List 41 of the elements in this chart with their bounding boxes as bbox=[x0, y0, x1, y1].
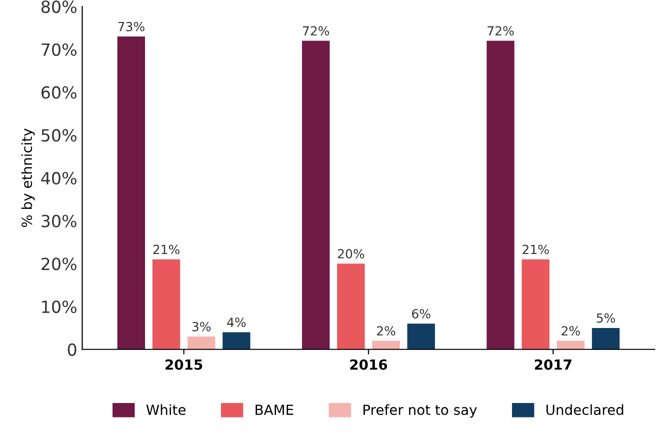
x-tick-label: 2016 bbox=[350, 359, 388, 370]
y-tick-label: 80% bbox=[41, 0, 76, 14]
y-tick-label: 30% bbox=[42, 214, 76, 228]
data-label: 72% bbox=[302, 26, 330, 36]
data-label: 2% bbox=[562, 326, 580, 336]
data-label: 4% bbox=[227, 318, 246, 328]
data-label: 20% bbox=[338, 249, 364, 258]
y-tick-label: 0 bbox=[68, 343, 76, 356]
bar bbox=[407, 324, 435, 350]
y-tick-label: 40% bbox=[41, 172, 76, 185]
legend-label: Prefer not to say bbox=[364, 404, 477, 418]
data-label: 5% bbox=[596, 313, 615, 323]
bar bbox=[486, 40, 514, 350]
y-tick-label: 20% bbox=[42, 258, 76, 270]
bar bbox=[117, 36, 146, 350]
y-tick-label: 60% bbox=[42, 86, 76, 99]
legend-label: White bbox=[146, 404, 186, 416]
data-label: 2% bbox=[377, 326, 396, 336]
bar bbox=[592, 328, 620, 350]
bar bbox=[556, 340, 585, 350]
data-label: 72% bbox=[488, 26, 514, 36]
bar bbox=[337, 264, 365, 350]
y-axis-title: % by ethnicity bbox=[21, 128, 35, 228]
legend-label: BAME bbox=[256, 404, 294, 415]
bar bbox=[522, 259, 550, 350]
bar bbox=[372, 340, 400, 350]
data-label: 3% bbox=[192, 322, 211, 332]
y-tick-label: 50% bbox=[42, 129, 76, 142]
data-label: 73% bbox=[118, 22, 144, 32]
bar bbox=[152, 259, 180, 350]
legend-label: Undeclared bbox=[546, 404, 624, 416]
x-tick-label: 2015 bbox=[166, 359, 202, 370]
y-tick-label: 70% bbox=[42, 43, 76, 56]
data-label: 6% bbox=[412, 309, 430, 318]
data-label: 21% bbox=[522, 244, 549, 254]
bar bbox=[302, 40, 330, 350]
y-tick-label: 10% bbox=[42, 300, 76, 314]
bar bbox=[188, 336, 216, 350]
data-label: 21% bbox=[153, 244, 180, 254]
x-tick-label: 2017 bbox=[534, 359, 572, 370]
bar bbox=[222, 332, 250, 350]
